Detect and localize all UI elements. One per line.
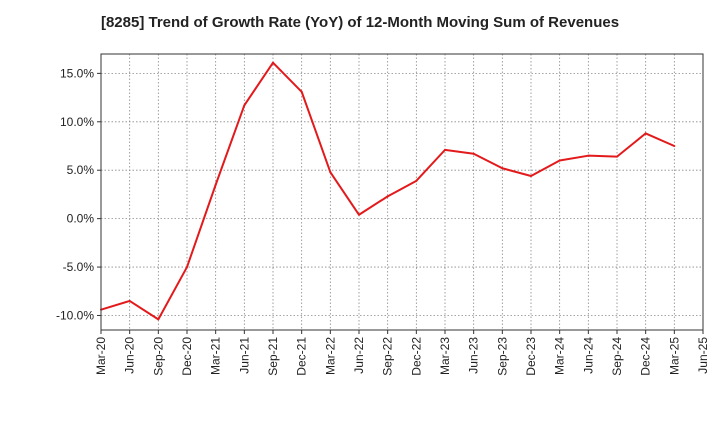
x-tick-label: Jun-20 xyxy=(123,337,137,374)
data-point xyxy=(558,159,561,162)
x-tick-label: Jun-25 xyxy=(696,337,710,374)
x-tick-label: Mar-25 xyxy=(667,337,681,375)
x-tick-label: Dec-22 xyxy=(409,337,423,376)
data-point xyxy=(186,266,188,269)
x-tick-label: Dec-21 xyxy=(295,337,309,376)
data-point xyxy=(501,167,504,170)
y-tick-label: 0.0% xyxy=(67,212,95,226)
data-point xyxy=(616,155,618,158)
data-point xyxy=(530,175,532,178)
data-point xyxy=(415,179,418,182)
x-tick-label: Sep-23 xyxy=(495,337,509,376)
data-point xyxy=(472,152,475,155)
y-tick-label: -10.0% xyxy=(56,308,94,322)
data-point xyxy=(444,148,446,151)
data-point xyxy=(243,104,246,107)
x-tick-label: Mar-20 xyxy=(94,337,108,375)
data-point xyxy=(128,299,131,302)
data-point xyxy=(157,318,160,321)
x-tick-label: Mar-24 xyxy=(553,337,567,375)
plot-area xyxy=(101,54,703,330)
grid-layer xyxy=(100,54,704,330)
x-tick-label: Dec-23 xyxy=(524,337,538,376)
y-tick-label: 10.0% xyxy=(60,115,94,129)
x-tick-label: Sep-21 xyxy=(266,337,280,376)
data-point xyxy=(644,132,647,135)
data-point xyxy=(272,61,274,64)
data-point xyxy=(214,183,217,186)
data-point xyxy=(300,90,303,93)
x-tick-label: Jun-24 xyxy=(581,337,595,374)
x-tick-label: Sep-20 xyxy=(151,337,165,376)
y-tick-label: -5.0% xyxy=(63,260,95,274)
data-point xyxy=(329,171,332,174)
data-point xyxy=(587,154,590,157)
x-tick-label: Sep-24 xyxy=(610,337,624,376)
x-tick-label: Sep-22 xyxy=(381,337,395,376)
y-axis: 15.0% 10.0% 5.0% 0.0% -5.0% -10.0% xyxy=(56,66,101,322)
plot-frame xyxy=(100,53,704,331)
x-tick-label: Jun-22 xyxy=(352,337,366,374)
data-point xyxy=(673,145,676,147)
x-tick-label: Mar-23 xyxy=(438,337,452,375)
x-tick-label: Dec-24 xyxy=(639,337,653,376)
chart-title: [8285] Trend of Growth Rate (YoY) of 12-… xyxy=(100,14,620,31)
x-tick-label: Dec-20 xyxy=(180,337,194,376)
y-tick-label: 5.0% xyxy=(67,163,95,177)
x-tick-label: Jun-23 xyxy=(467,337,481,374)
x-tick-label: Mar-22 xyxy=(323,337,337,375)
x-tick-label: Jun-21 xyxy=(237,337,251,374)
x-tick-label: Mar-21 xyxy=(209,337,223,375)
x-axis: Mar-20 Jun-20 Sep-20 Dec-20 Mar-21 Jun-21 Sep-… xyxy=(94,330,710,376)
y-tick-label: 15.0% xyxy=(60,66,94,80)
data-point xyxy=(386,195,389,198)
data-point xyxy=(358,213,360,216)
